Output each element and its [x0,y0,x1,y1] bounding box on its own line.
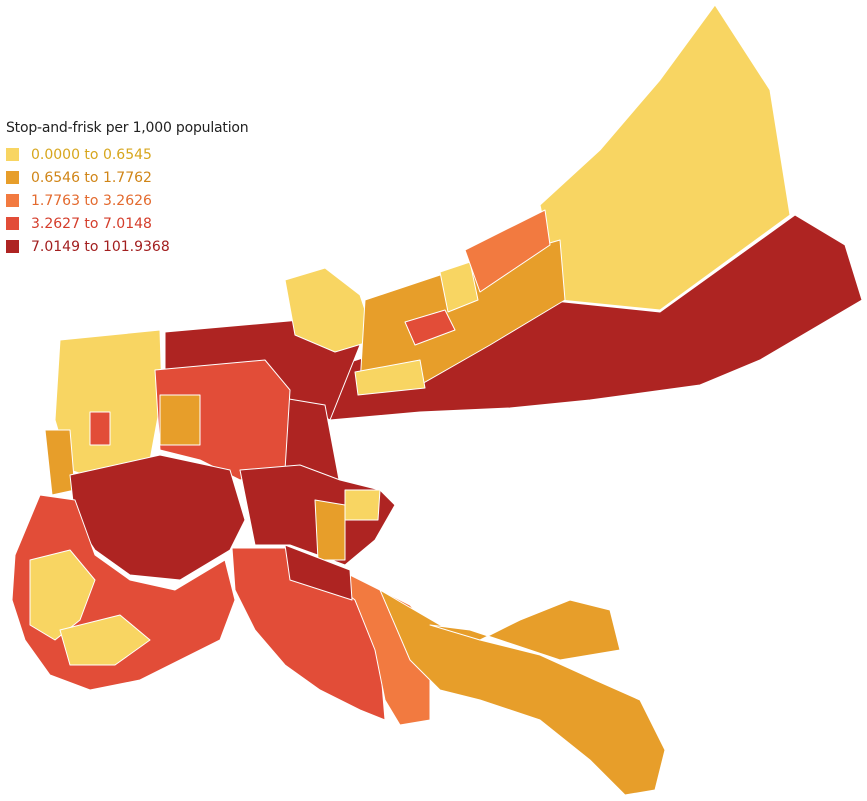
region-west-red-block [89,411,111,446]
region-north-yellow-2 [439,261,479,313]
legend-swatch [6,194,19,207]
legend-label: 0.6546 to 1.7762 [31,169,152,186]
legend-swatch [6,171,19,184]
map-legend: Stop-and-frisk per 1,000 population 0.00… [6,120,249,258]
region-river-bend-yellow [29,549,96,641]
region-north-light [464,209,551,293]
region-west-orange-column [44,429,76,496]
legend-swatch [6,240,19,253]
region-north-red-small [404,309,456,346]
region-north-yellow-strip [354,359,426,396]
legend-title: Stop-and-frisk per 1,000 population [6,120,249,136]
region-east-yellow [539,4,791,311]
legend-item: 3.2627 to 7.0148 [6,212,248,235]
legend-label: 3.2627 to 7.0148 [31,215,152,232]
region-river-bend-yellow-2 [59,614,151,666]
legend-item: 1.7763 to 3.2626 [6,189,248,212]
legend-swatch [6,148,19,161]
region-south-east-orange [379,589,666,796]
region-east-central-yellow [344,489,381,521]
region-south-orange [289,549,431,726]
legend-item: 0.0000 to 0.6545 [6,143,248,166]
region-south-dark [284,544,353,601]
region-east-central-orange [314,499,346,561]
legend-item: 7.0149 to 101.9368 [6,235,248,258]
legend-items: 0.0000 to 0.6545 0.6546 to 1.7762 1.7763 t… [6,143,248,258]
legend-label: 0.0000 to 0.6545 [31,146,152,163]
legend-item: 0.6546 to 1.7762 [6,166,248,189]
region-south-east-orange-2 [429,599,621,661]
legend-label: 1.7763 to 3.2626 [31,192,152,209]
legend-label: 7.0149 to 101.9368 [31,238,170,255]
legend-swatch [6,217,19,230]
region-central-orange [159,394,201,446]
